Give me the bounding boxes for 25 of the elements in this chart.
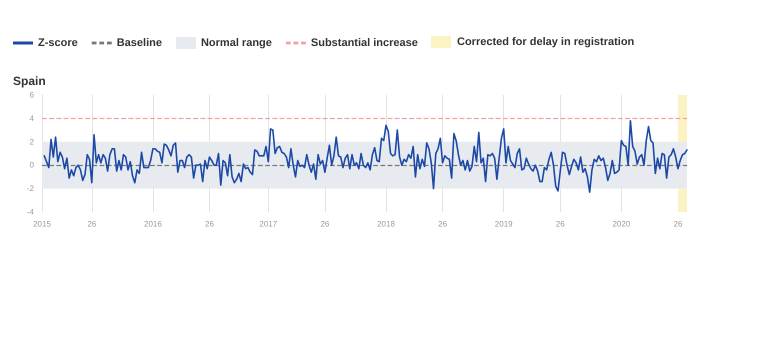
y-tick-label: 6: [30, 90, 35, 100]
y-tick-label: -4: [26, 208, 35, 216]
y-tick-label: -2: [26, 184, 35, 194]
x-tick-label: 2020: [612, 220, 631, 228]
x-tick-label: 2016: [144, 220, 162, 228]
line-series: [43, 120, 688, 193]
x-tick-label: 26: [673, 220, 683, 228]
x-tick-label: 2019: [494, 220, 514, 228]
x-tick-label: 26: [320, 220, 330, 228]
legend-label: Z-score: [38, 37, 78, 49]
y-tick-label: 2: [30, 137, 35, 146]
x-tick-label: 26: [205, 220, 214, 228]
x-tick-label: 2018: [377, 220, 396, 228]
x-tick-label: 26: [556, 220, 566, 228]
y-tick-label: 0: [30, 160, 35, 170]
chart-title: Spain: [13, 74, 46, 88]
legend-label: Substantial increase: [310, 37, 418, 49]
x-tick-label: 2017: [259, 220, 278, 228]
legend-label: Normal range: [200, 37, 272, 49]
legend-label: Baseline: [116, 37, 162, 49]
y-tick-label: 4: [30, 114, 35, 123]
text: Corrected for delay in registration: [457, 36, 634, 48]
x-tick-label: 26: [87, 220, 97, 228]
x-tick-label: 26: [438, 220, 448, 228]
x-tick-label: 2015: [33, 220, 52, 228]
